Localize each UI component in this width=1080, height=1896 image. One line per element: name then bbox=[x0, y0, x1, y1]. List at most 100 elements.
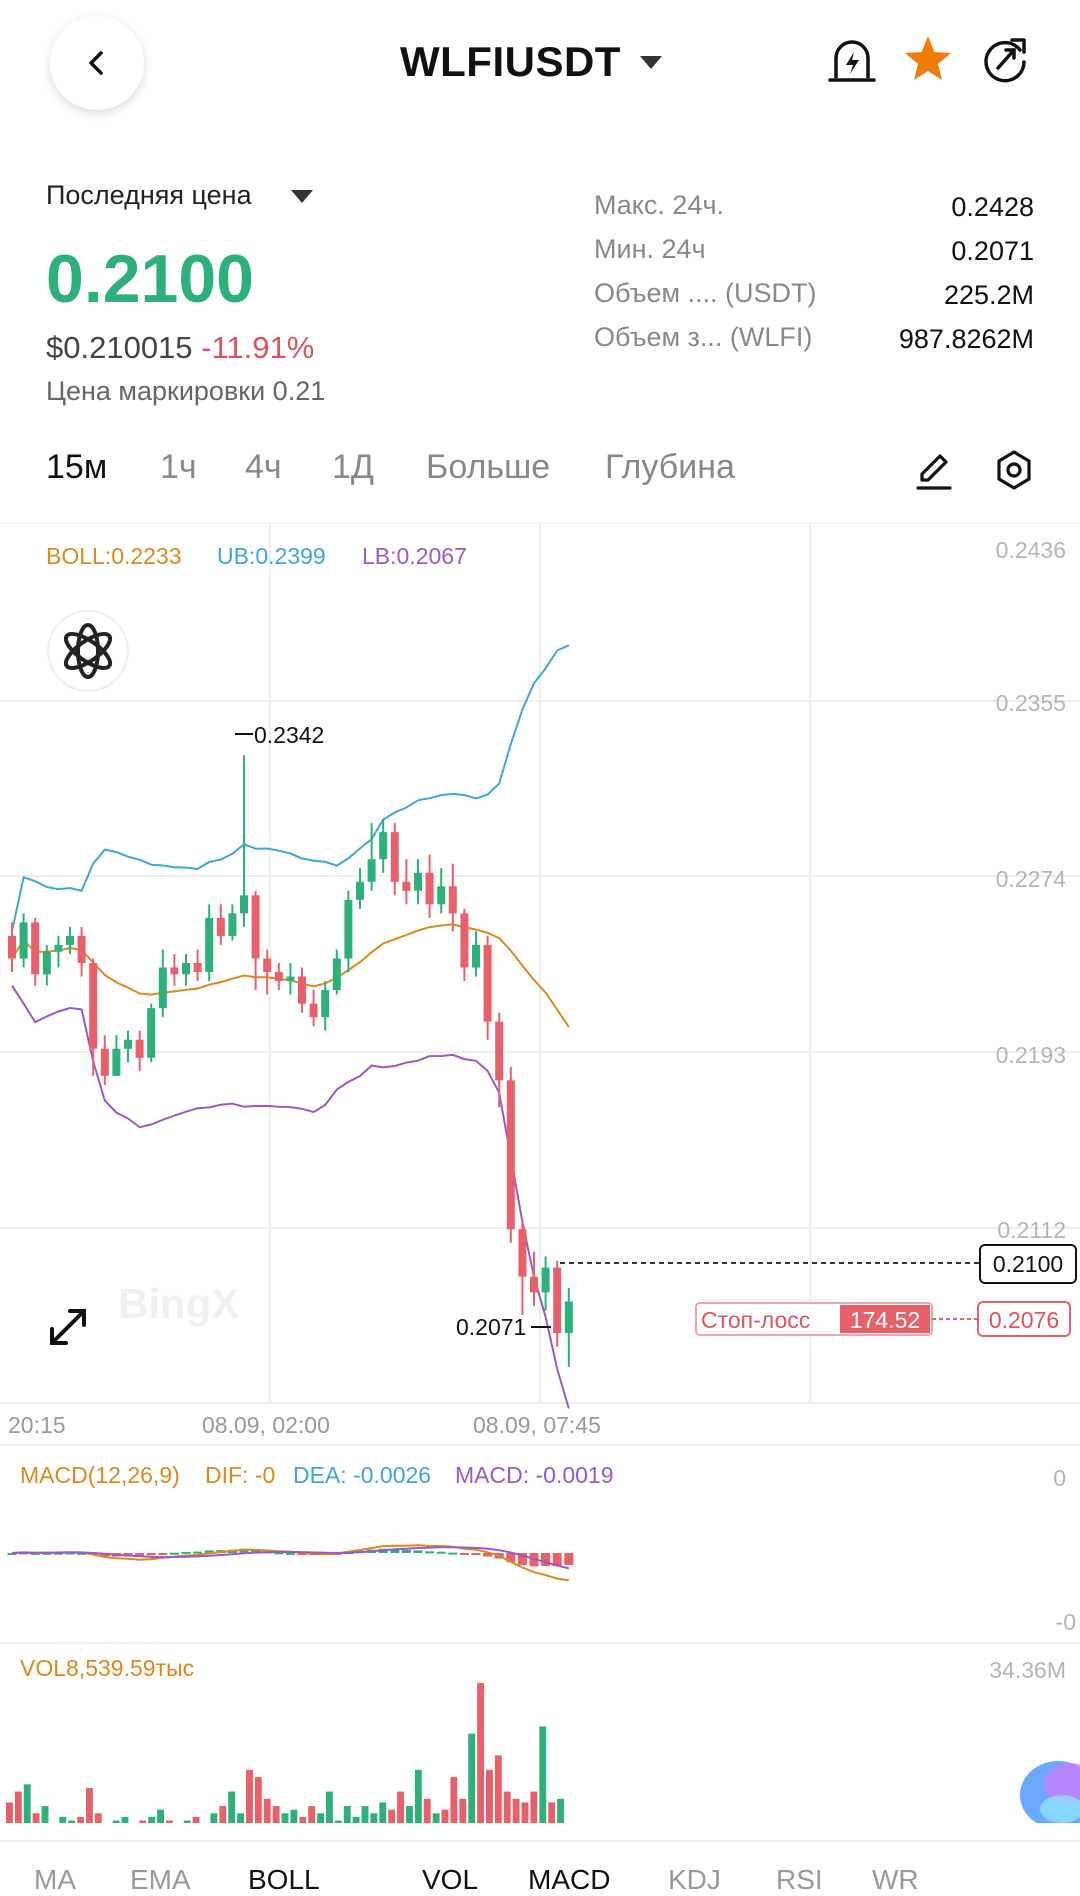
volume-bar bbox=[557, 1798, 564, 1835]
star-icon[interactable] bbox=[898, 30, 958, 90]
candle-body bbox=[414, 872, 422, 891]
volume-bar bbox=[68, 1820, 76, 1835]
tab-15m[interactable]: 15м bbox=[46, 448, 108, 486]
volume-bar bbox=[352, 1816, 360, 1835]
price-axis-label: 0.2112 bbox=[997, 1217, 1066, 1243]
tab-vol[interactable]: VOL bbox=[422, 1864, 479, 1895]
volume-bar bbox=[539, 1726, 547, 1835]
candle-body bbox=[158, 967, 167, 1009]
price-selector[interactable]: Последняя цена bbox=[46, 180, 313, 211]
back-button[interactable] bbox=[50, 16, 144, 110]
macd-bar bbox=[77, 1552, 87, 1555]
macd-bar bbox=[181, 1551, 191, 1554]
volume-bar bbox=[361, 1806, 369, 1835]
candle-body bbox=[448, 886, 457, 914]
macd-bar bbox=[413, 1550, 423, 1553]
volume-bar bbox=[486, 1769, 493, 1835]
macd-bar bbox=[285, 1552, 295, 1555]
stat-value-low: 0.2071 bbox=[951, 236, 1034, 266]
stat-value-vol-usdt: 225.2M bbox=[943, 280, 1034, 310]
candle-body bbox=[182, 963, 190, 975]
candle-body bbox=[518, 1229, 527, 1277]
ai-assistant-icon[interactable] bbox=[47, 610, 129, 692]
macd-value: MACD: -0.0019 bbox=[455, 1462, 614, 1488]
chevron-down-icon[interactable] bbox=[640, 56, 662, 69]
candle-body bbox=[193, 963, 202, 973]
tab-1d[interactable]: 1Д bbox=[332, 448, 374, 486]
macd-bar bbox=[541, 1553, 551, 1567]
candle-body bbox=[216, 917, 225, 936]
volume-bar bbox=[86, 1787, 93, 1835]
volume-bar bbox=[263, 1798, 271, 1835]
macd-title: MACD(12,26,9) bbox=[20, 1462, 180, 1488]
macd-bar bbox=[448, 1552, 458, 1555]
alert-icon[interactable] bbox=[822, 30, 882, 90]
current-price-tag-text: 0.2100 bbox=[993, 1251, 1063, 1277]
macd-bar bbox=[459, 1553, 469, 1555]
tab-more[interactable]: Больше bbox=[426, 448, 551, 486]
macd-bar bbox=[390, 1549, 400, 1553]
volume-bar bbox=[32, 1813, 40, 1835]
volume-bar bbox=[246, 1769, 253, 1835]
macd-bar bbox=[169, 1552, 179, 1555]
volume-bar bbox=[41, 1806, 49, 1835]
candle-body bbox=[19, 922, 28, 959]
tab-rsi[interactable]: RSI bbox=[776, 1864, 823, 1895]
macd-bar bbox=[204, 1550, 214, 1553]
draw-icon[interactable] bbox=[910, 446, 958, 494]
price-label: Последняя цена bbox=[46, 180, 252, 210]
macd-bar bbox=[483, 1553, 493, 1557]
assistant-bubble[interactable] bbox=[1020, 1761, 1080, 1829]
volume-bar bbox=[272, 1806, 280, 1835]
volume-bar bbox=[308, 1806, 316, 1835]
candle-body bbox=[321, 990, 330, 1018]
tab-1h[interactable]: 1ч bbox=[160, 448, 197, 486]
macd-bar bbox=[297, 1553, 307, 1555]
symbol-title[interactable]: WLFIUSDT bbox=[400, 38, 621, 85]
volume-bar bbox=[441, 1809, 449, 1835]
candle-body bbox=[89, 963, 98, 1049]
volume-bar bbox=[494, 1755, 502, 1835]
tab-kdj[interactable]: KDJ bbox=[668, 1864, 721, 1895]
tab-ma[interactable]: MA bbox=[34, 1864, 76, 1895]
candle-body bbox=[8, 935, 16, 959]
volume-bar bbox=[317, 1813, 324, 1835]
macd-bar bbox=[7, 1553, 17, 1555]
volume-bar bbox=[14, 1791, 22, 1835]
macd-bar bbox=[506, 1553, 516, 1563]
candle-body bbox=[112, 1048, 121, 1076]
tab-depth[interactable]: Глубина bbox=[605, 448, 735, 486]
stat-label-low: Мин. 24ч bbox=[594, 234, 706, 264]
volume-bar bbox=[94, 1813, 102, 1835]
macd-bar bbox=[42, 1552, 52, 1555]
usd-price-row: $0.210015 -11.91% bbox=[46, 330, 314, 366]
share-icon[interactable] bbox=[976, 30, 1036, 90]
current-price-tag bbox=[979, 1244, 1077, 1284]
volume-bar bbox=[397, 1791, 404, 1835]
macd-bar bbox=[564, 1553, 574, 1565]
tab-boll[interactable]: BOLL bbox=[248, 1864, 320, 1895]
stop-loss-marker[interactable]: Стоп-лосс 174.52 0.2076 bbox=[695, 1301, 1071, 1337]
candle-body bbox=[530, 1276, 538, 1293]
candle-body bbox=[425, 872, 434, 905]
caret-down-icon bbox=[291, 190, 313, 203]
tab-macd[interactable]: MACD bbox=[528, 1864, 611, 1895]
volume-bar bbox=[512, 1798, 520, 1835]
volume-bar bbox=[450, 1777, 458, 1835]
chart-area[interactable]: BOLL:0.2233 UB:0.2399 LB:0.2067 0.2436 0… bbox=[0, 522, 1080, 1835]
volume-bar bbox=[237, 1813, 244, 1835]
tab-wr[interactable]: WR bbox=[872, 1864, 919, 1895]
kline-chart[interactable]: BOLL:0.2233 UB:0.2399 LB:0.2067 0.2436 0… bbox=[0, 522, 1080, 1835]
mark-price: Цена маркировки 0.21 bbox=[46, 376, 326, 406]
stat-label-high: Макс. 24ч. bbox=[594, 190, 725, 220]
expand-icon[interactable] bbox=[50, 1309, 86, 1345]
macd-bar bbox=[517, 1553, 527, 1566]
candles bbox=[8, 755, 573, 1367]
settings-icon[interactable] bbox=[990, 446, 1038, 494]
tab-ema[interactable]: EMA bbox=[130, 1864, 191, 1895]
price-axis-label: 0.2355 bbox=[996, 690, 1066, 716]
candle-body bbox=[356, 881, 364, 900]
tab-4h[interactable]: 4ч bbox=[245, 448, 282, 486]
candle-body bbox=[390, 832, 399, 882]
volume-bar bbox=[183, 1820, 191, 1835]
